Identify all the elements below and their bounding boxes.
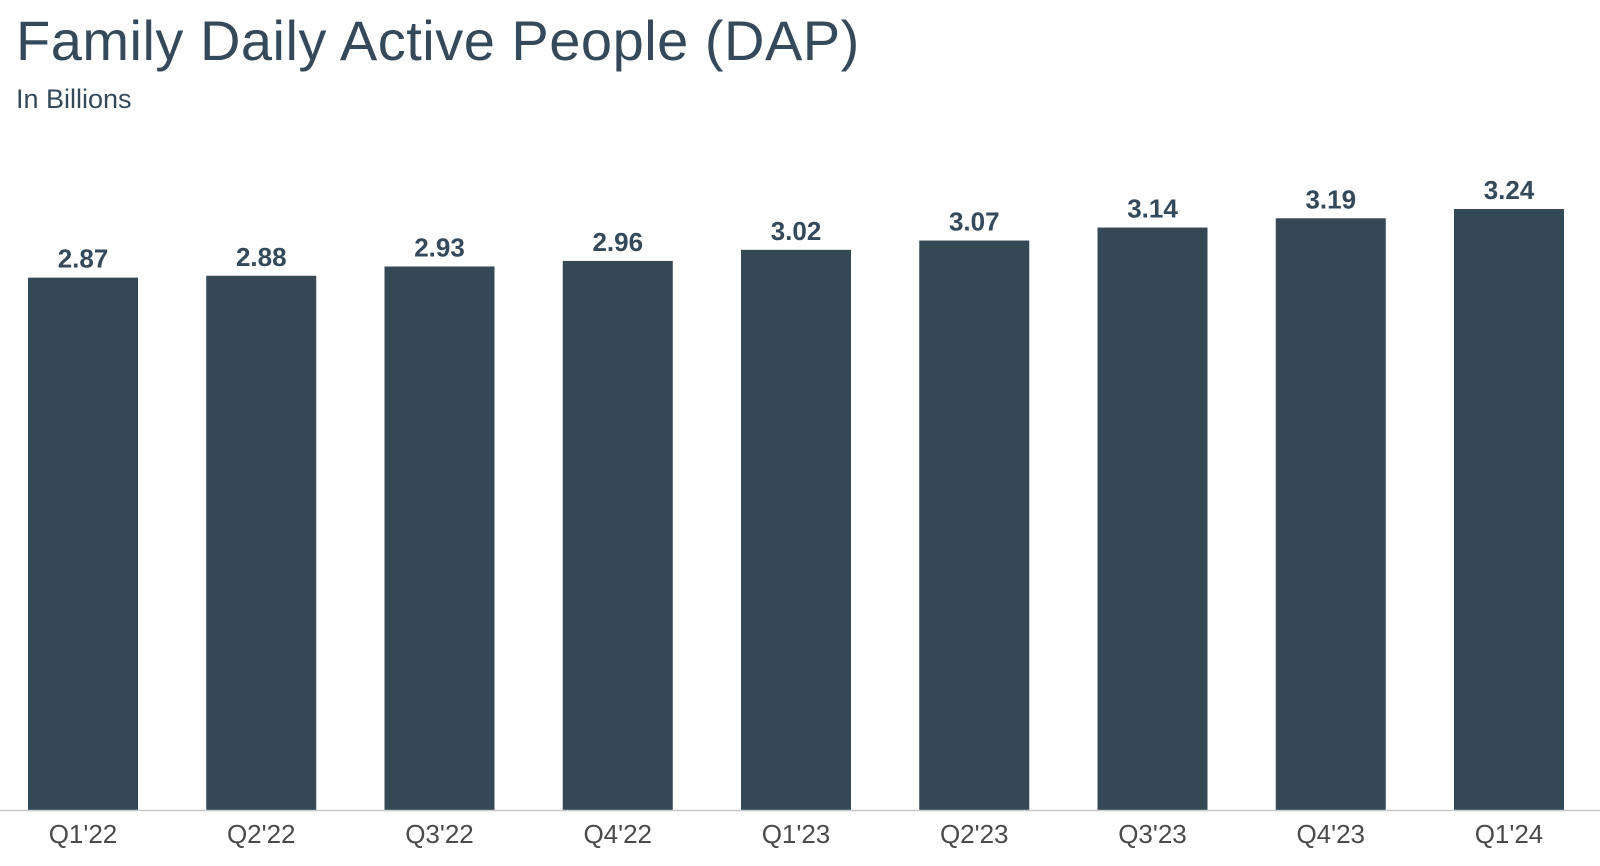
x-tick-label-7: Q4'23 [1296, 819, 1365, 849]
bar-6 [1097, 227, 1208, 810]
bar-3 [562, 260, 673, 811]
x-tick-label-1: Q2'22 [227, 819, 296, 849]
x-tick-label-8: Q1'24 [1475, 819, 1544, 849]
bar-2 [384, 266, 495, 811]
bar-value-label-4: 3.02 [771, 216, 822, 246]
bar-value-label-0: 2.87 [58, 244, 109, 274]
bar-8 [1454, 209, 1564, 810]
x-tick-label-2: Q3'22 [405, 819, 474, 849]
bar-4 [741, 249, 851, 810]
value-labels-group: 2.87 2.88 2.93 2.96 3.02 3.07 3.14 3.19 3.24 [58, 175, 1535, 274]
bar-5 [919, 240, 1030, 811]
chart-title: Family Daily Active People (DAP) [16, 9, 860, 72]
bar-7 [1275, 218, 1386, 811]
bar-value-label-3: 2.96 [592, 227, 643, 257]
bar-value-label-5: 3.07 [949, 207, 1000, 237]
x-tick-label-0: Q1'22 [49, 819, 118, 849]
bar-0 [28, 277, 138, 811]
bar-value-label-8: 3.24 [1484, 175, 1535, 205]
bar-1 [206, 275, 317, 810]
bar-value-label-2: 2.93 [414, 233, 465, 263]
x-tick-label-4: Q1'23 [762, 819, 831, 849]
bar-value-label-7: 3.19 [1305, 184, 1356, 214]
chart-subtitle: In Billions [16, 84, 132, 114]
x-tick-labels-group: Q1'22 Q2'22 Q3'22 Q4'22 Q1'23 Q2'23 Q3'23 Q4'23… [49, 819, 1544, 849]
x-tick-label-5: Q2'23 [940, 819, 1009, 849]
bar-value-label-6: 3.14 [1127, 194, 1178, 224]
bar-value-label-1: 2.88 [236, 242, 287, 272]
x-tick-label-6: Q3'23 [1118, 819, 1187, 849]
bars-group [28, 209, 1564, 811]
x-tick-label-3: Q4'22 [583, 819, 652, 849]
